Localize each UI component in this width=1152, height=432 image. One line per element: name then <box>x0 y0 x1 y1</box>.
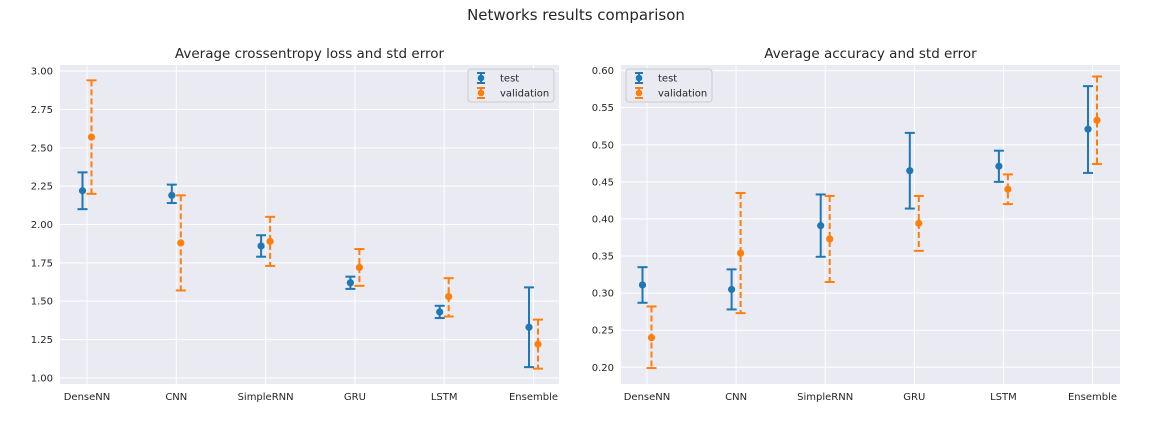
data-point-validation <box>355 263 363 272</box>
y-tick-label: 0.30 <box>592 289 614 300</box>
data-point-test <box>728 285 736 294</box>
y-tick-label: 0.50 <box>592 140 614 151</box>
data-point-validation <box>826 235 834 243</box>
x-tick-label: GRU <box>344 392 366 403</box>
data-point-test <box>995 162 1003 170</box>
data-point-validation <box>647 334 656 342</box>
data-point-test <box>436 308 444 316</box>
data-point-test <box>257 242 265 250</box>
data-point-test <box>1084 125 1092 133</box>
y-tick-label: 1.25 <box>31 335 53 346</box>
data-point-validation <box>1004 185 1012 193</box>
chart-title: Average crossentropy loss and std error <box>175 46 445 62</box>
legend-label-validation: validation <box>500 89 549 100</box>
y-tick-label: 0.25 <box>592 326 614 337</box>
y-tick-label: 1.75 <box>31 258 53 269</box>
data-point-validation <box>266 237 274 245</box>
legend-label-test: test <box>658 74 677 85</box>
data-point-validation <box>915 219 923 227</box>
data-point-validation <box>737 249 745 257</box>
plot-area <box>621 65 1120 384</box>
x-tick-label: Ensemble <box>509 392 558 403</box>
y-tick-label: 0.40 <box>592 214 614 225</box>
y-tick-label: 0.45 <box>592 177 614 188</box>
data-point-validation <box>445 292 453 301</box>
x-tick-label: DenseNN <box>624 392 671 403</box>
x-tick-label: GRU <box>903 392 925 403</box>
x-tick-label: LSTM <box>431 392 458 403</box>
y-tick-label: 2.50 <box>31 143 53 154</box>
data-point-test <box>525 323 533 331</box>
y-tick-label: 0.55 <box>592 103 614 114</box>
legend-box <box>467 68 555 103</box>
legend-dot-validation <box>635 89 643 97</box>
data-point-test <box>638 281 647 289</box>
y-tick-label: 0.60 <box>592 66 614 77</box>
legend-dot-validation <box>477 89 485 97</box>
chart-panel-1: 1.00 1.25 1.50 1.75 2.00 2.25 2.50 2.75 3.00 Dens… <box>31 46 559 403</box>
x-tick-label: LSTM <box>990 392 1017 403</box>
x-tick-label: SimpleRNN <box>238 392 294 403</box>
data-point-validation <box>87 133 96 141</box>
y-tick-label: 2.00 <box>31 220 53 231</box>
data-point-test <box>78 187 87 195</box>
y-tick-label: 3.00 <box>31 67 53 78</box>
legend: test validation <box>467 68 555 103</box>
data-point-validation <box>1093 116 1101 124</box>
data-point-validation <box>534 340 542 348</box>
legend-label-validation: validation <box>658 89 707 100</box>
x-tick-label: CNN <box>165 392 187 403</box>
chart-title: Average accuracy and std error <box>764 46 977 62</box>
x-tick-label: SimpleRNN <box>797 392 853 403</box>
data-point-test <box>346 279 354 287</box>
legend-dot-test <box>477 74 485 82</box>
y-tick-label: 1.50 <box>31 297 53 308</box>
figure-title: Networks results comparison <box>467 6 685 24</box>
data-point-test <box>168 191 176 199</box>
y-tick-label: 2.75 <box>31 105 53 116</box>
data-point-validation <box>177 239 185 247</box>
y-tick-label: 0.35 <box>592 252 614 263</box>
chart-panel-2: 0.20 0.25 0.30 0.35 0.40 0.45 0.50 0.55 0.60 Dens… <box>592 46 1120 403</box>
x-tick-label: DenseNN <box>64 392 111 403</box>
y-tick-label: 1.00 <box>31 373 53 384</box>
legend-dot-test <box>635 74 643 82</box>
y-tick-label: 2.25 <box>31 182 53 193</box>
y-tick-label: 0.20 <box>592 363 614 374</box>
legend-label-test: test <box>500 74 519 85</box>
x-tick-label: Ensemble <box>1068 392 1117 403</box>
legend-box <box>625 68 713 103</box>
legend: test validation <box>625 68 713 103</box>
data-point-test <box>906 167 914 175</box>
x-tick-label: CNN <box>725 392 747 403</box>
data-point-test <box>817 222 825 230</box>
